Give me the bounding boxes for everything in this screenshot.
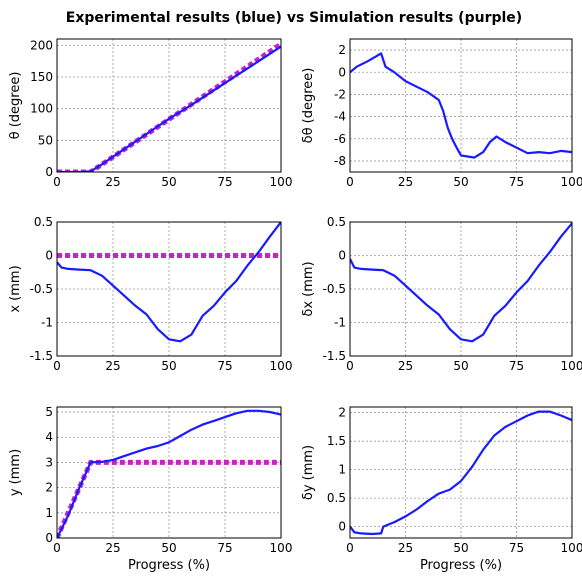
series-line-experimental [57, 409, 281, 538]
y-tick-label: -0.5 [323, 282, 346, 296]
y-tick-label: 2 [45, 481, 53, 495]
y-tick-label: 200 [30, 38, 53, 52]
x-tick-label: 0 [53, 359, 61, 373]
y-tick-label: 3 [45, 455, 53, 469]
chart-dy: 0 25 50 75 100 0 0.5 1 1.5 2 δy (mm) Progress (%) [301, 406, 582, 573]
y-tick-label: 1.5 [327, 434, 346, 448]
x-axis-label: Progress (%) [420, 558, 502, 573]
y-tick-label: 0 [45, 249, 53, 263]
x-tick-label: 75 [509, 359, 524, 373]
y-tick-label: 50 [38, 133, 53, 147]
y-tick-label: 2 [338, 43, 346, 57]
x-tick-label: 100 [561, 175, 582, 189]
y-tick-label: -8 [334, 154, 346, 168]
y-axis-label: x (mm) [8, 265, 23, 312]
y-tick-label: 0 [338, 65, 346, 79]
x-tick-label: 50 [161, 541, 176, 555]
x-tick-label: 75 [509, 175, 524, 189]
x-tick-label: 75 [509, 541, 524, 555]
y-tick-label: -2 [334, 87, 346, 101]
chart-y: 0 25 50 75 100 0 1 2 3 4 5 y (mm) Progress (%) [8, 405, 292, 573]
series-line-experimental [350, 410, 572, 536]
y-tick-label: 100 [30, 102, 53, 116]
x-tick-label: 25 [398, 175, 413, 189]
series-line-experimental [350, 52, 572, 159]
axes-frame [349, 221, 573, 357]
x-tick-label: 25 [105, 359, 120, 373]
y-tick-label: 1 [338, 463, 346, 477]
x-tick-label: 0 [346, 175, 354, 189]
y-tick-label: -1 [334, 316, 346, 330]
y-tick-label: -6 [334, 132, 346, 146]
x-tick-label: 50 [453, 541, 468, 555]
y-tick-label: 2 [338, 406, 346, 420]
y-tick-label: -0.5 [30, 282, 53, 296]
x-tick-label: 100 [270, 175, 293, 189]
x-tick-label: 0 [346, 359, 354, 373]
y-axis-label: y (mm) [8, 449, 23, 496]
x-tick-label: 50 [161, 175, 176, 189]
y-tick-label: -4 [334, 110, 346, 124]
x-tick-label: 50 [161, 359, 176, 373]
x-axis-label: Progress (%) [128, 558, 210, 573]
series-line-experimental [57, 45, 281, 172]
x-tick-label: 25 [105, 175, 120, 189]
x-tick-label: 25 [398, 541, 413, 555]
y-axis-label: δθ (degree) [301, 68, 316, 144]
y-tick-label: 5 [45, 405, 53, 419]
y-tick-label: 0 [338, 249, 346, 263]
y-tick-label: -1 [41, 316, 53, 330]
y-axis-label: δy (mm) [301, 445, 316, 500]
y-tick-label: 0 [45, 531, 53, 545]
series-line-experimental [57, 222, 281, 343]
axes-frame [56, 221, 282, 357]
x-tick-label: 100 [561, 541, 582, 555]
y-tick-label: 0.5 [34, 215, 53, 229]
x-tick-label: 100 [270, 541, 293, 555]
y-tick-label: 0 [45, 165, 53, 179]
axes-frame [56, 38, 282, 173]
chart-x: 0 25 50 75 100 -1.5 -1 -0.5 0 0.5 x (mm) [8, 215, 292, 373]
x-tick-label: 0 [346, 541, 354, 555]
x-tick-label: 0 [53, 175, 61, 189]
x-tick-label: 25 [105, 541, 120, 555]
x-tick-label: 75 [217, 175, 232, 189]
series-line-experimental [350, 222, 572, 343]
x-tick-label: 100 [561, 359, 582, 373]
y-tick-label: -1.5 [30, 349, 53, 363]
x-tick-label: 0 [53, 541, 61, 555]
y-tick-label: -1.5 [323, 349, 346, 363]
chart-theta: 0 25 50 75 100 0 50 100 150 200 θ (degree) [8, 38, 292, 189]
x-tick-label: 100 [270, 359, 293, 373]
y-tick-label: 0.5 [327, 215, 346, 229]
axes-frame [349, 38, 573, 173]
figure-title: Experimental results (blue) vs Simulatio… [66, 10, 522, 26]
x-tick-label: 75 [217, 359, 232, 373]
y-axis-label: δx (mm) [301, 261, 316, 316]
x-tick-label: 50 [453, 175, 468, 189]
y-tick-label: 0 [338, 520, 346, 534]
x-tick-label: 50 [453, 359, 468, 373]
x-tick-label: 25 [398, 359, 413, 373]
chart-dtheta: 0 25 50 75 100 -8 -6 -4 -2 0 2 δθ (degree) [301, 38, 582, 189]
y-axis-label: θ (degree) [8, 72, 23, 140]
axes-frame [349, 406, 573, 539]
x-tick-label: 75 [217, 541, 232, 555]
y-tick-label: 0.5 [327, 491, 346, 505]
axes-frame [56, 406, 282, 539]
y-tick-label: 1 [45, 506, 53, 520]
chart-dx: 0 25 50 75 100 -1.5 -1 -0.5 0 0.5 δx (mm) [301, 215, 582, 373]
y-tick-label: 4 [45, 430, 53, 444]
y-tick-label: 150 [30, 70, 53, 84]
